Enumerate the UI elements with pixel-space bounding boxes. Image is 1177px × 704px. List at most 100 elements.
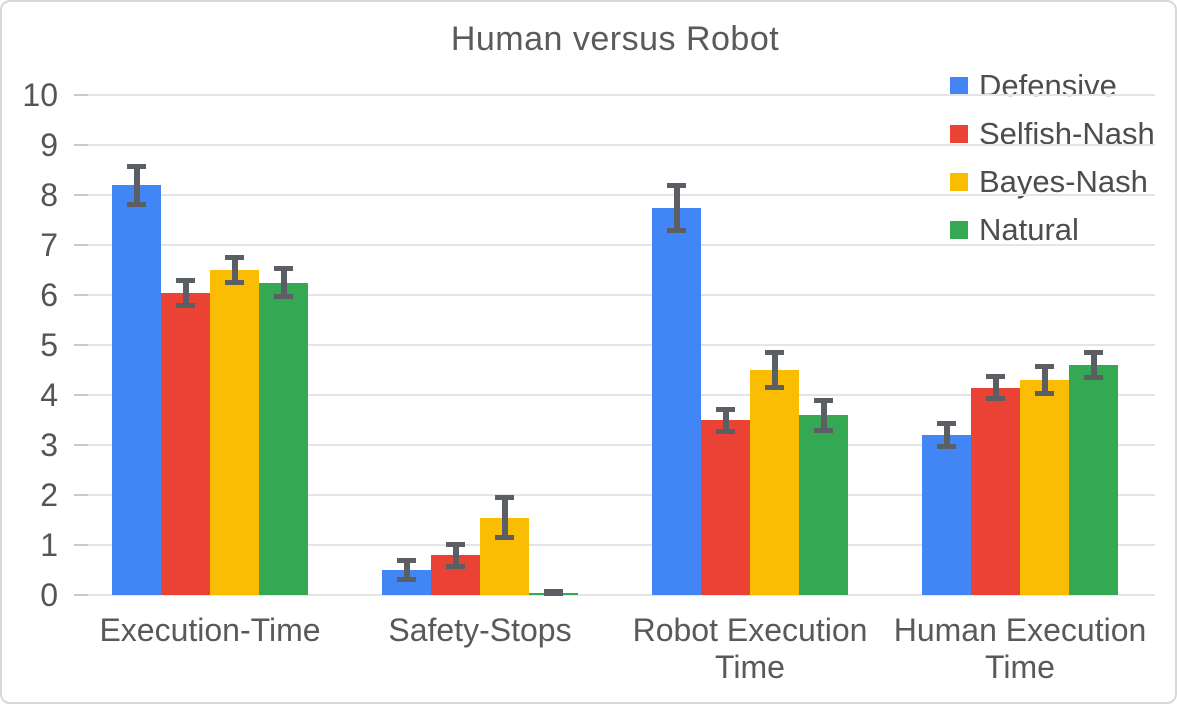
y-axis-tick-label: 8	[40, 177, 58, 213]
y-axis-tick-label: 5	[40, 327, 58, 363]
error-bar	[495, 495, 514, 540]
error-bar-stem	[280, 266, 287, 299]
gridline	[75, 294, 1155, 296]
error-bar-stem	[1090, 350, 1097, 380]
gridline	[75, 494, 1155, 496]
error-bar	[814, 397, 833, 433]
y-axis-tick-label: 10	[22, 77, 58, 113]
bar-bayes-nash-robot-execution-time	[750, 370, 799, 595]
legend-label: Defensive	[979, 68, 1117, 103]
error-bar-stem	[452, 541, 459, 569]
y-axis-tick-label: 3	[40, 427, 58, 463]
legend-label: Bayes-Nash	[979, 164, 1148, 199]
y-axis-tickmark	[74, 544, 88, 546]
error-bar	[765, 350, 784, 390]
error-bar-cap	[446, 563, 465, 569]
y-axis-tick-label: 4	[40, 377, 58, 413]
gridline	[75, 244, 1155, 246]
y-axis-tickmark	[74, 494, 88, 496]
error-bar	[986, 374, 1005, 401]
y-axis-tickmark	[74, 94, 88, 96]
error-bar-cap	[1084, 375, 1103, 380]
legend-swatch	[950, 173, 968, 191]
error-bar-cap	[937, 444, 956, 449]
gridline	[75, 544, 1155, 546]
bar-natural-human-execution-time	[1069, 365, 1118, 595]
error-bar-stem	[403, 558, 410, 582]
error-bar-cap	[814, 427, 833, 433]
legend-item-natural: Natural	[950, 206, 1155, 254]
error-bar	[937, 421, 956, 449]
legend-label: Selfish-Nash	[979, 116, 1155, 151]
error-bar-cap	[986, 396, 1005, 401]
error-bar	[176, 277, 195, 308]
y-axis-tickmark	[74, 144, 88, 146]
y-axis-tick-label: 0	[40, 577, 58, 613]
y-axis-tickmark	[74, 594, 88, 596]
error-bar-stem	[231, 255, 238, 285]
legend-item-defensive: Defensive	[950, 62, 1155, 110]
error-bar-cap	[127, 201, 146, 207]
bar-bayes-nash-execution-time	[210, 270, 259, 595]
y-axis-tickmark	[74, 444, 88, 446]
y-axis-tick-label: 6	[40, 277, 58, 313]
y-axis-tick-label: 1	[40, 527, 58, 563]
legend-item-selfish-nash: Selfish-Nash	[950, 110, 1155, 158]
y-axis-tickmark	[74, 394, 88, 396]
error-bar-stem	[820, 397, 827, 433]
error-bar-stem	[943, 421, 950, 449]
error-bar-cap	[667, 227, 686, 233]
error-bar	[544, 589, 563, 596]
legend-item-bayes-nash: Bayes-Nash	[950, 158, 1155, 206]
y-axis-tickmark	[74, 294, 88, 296]
error-bar	[446, 541, 465, 569]
error-bar-stem	[133, 163, 140, 207]
error-bar-stem	[182, 277, 189, 308]
error-bar	[1035, 364, 1054, 396]
error-bar-cap	[274, 294, 293, 299]
y-axis-tickmark	[74, 244, 88, 246]
gridline	[75, 344, 1155, 346]
error-bar-stem	[722, 406, 729, 434]
bar-selfish-nash-robot-execution-time	[701, 420, 750, 595]
bar-defensive-human-execution-time	[922, 435, 971, 595]
bar-defensive-robot-execution-time	[652, 207, 701, 595]
y-axis-tick-label: 2	[40, 477, 58, 513]
bar-natural-robot-execution-time	[799, 415, 848, 595]
error-bar	[127, 163, 146, 207]
y-axis-tickmark	[74, 194, 88, 196]
error-bar	[225, 255, 244, 285]
x-axis-category-label: Human Execution Time	[893, 612, 1147, 686]
error-bar-stem	[673, 182, 680, 233]
x-axis-category-label: Execution-Time	[99, 612, 321, 648]
error-bar	[274, 266, 293, 299]
error-bar-cap	[397, 577, 416, 582]
error-bar	[1084, 350, 1103, 380]
error-bar-stem	[1041, 364, 1048, 396]
error-bar-cap	[495, 535, 514, 540]
legend-swatch	[950, 77, 968, 95]
error-bar-cap	[225, 280, 244, 285]
bar-bayes-nash-human-execution-time	[1020, 380, 1069, 595]
error-bar	[667, 182, 686, 233]
error-bar-stem	[992, 374, 999, 401]
gridline	[75, 394, 1155, 396]
error-bar-cap	[176, 302, 195, 308]
chart-title: Human versus Robot	[450, 20, 780, 58]
legend-swatch	[950, 221, 968, 239]
legend-swatch	[950, 125, 968, 143]
error-bar-cap	[765, 385, 784, 390]
error-bar	[716, 406, 735, 434]
error-bar-cap	[1035, 391, 1054, 396]
bar-selfish-nash-execution-time	[161, 292, 210, 595]
x-axis-category-label: Safety-Stops	[388, 612, 572, 648]
gridline	[75, 144, 1155, 146]
legend-label: Natural	[979, 212, 1079, 247]
y-axis-tick-label: 7	[40, 227, 58, 263]
legend: Defensive Selfish-Nash Bayes-Nash Natural	[950, 62, 1155, 254]
gridline	[75, 444, 1155, 446]
bar-selfish-nash-human-execution-time	[971, 387, 1020, 595]
gridline	[75, 94, 1155, 96]
error-bar-cap	[716, 428, 735, 434]
